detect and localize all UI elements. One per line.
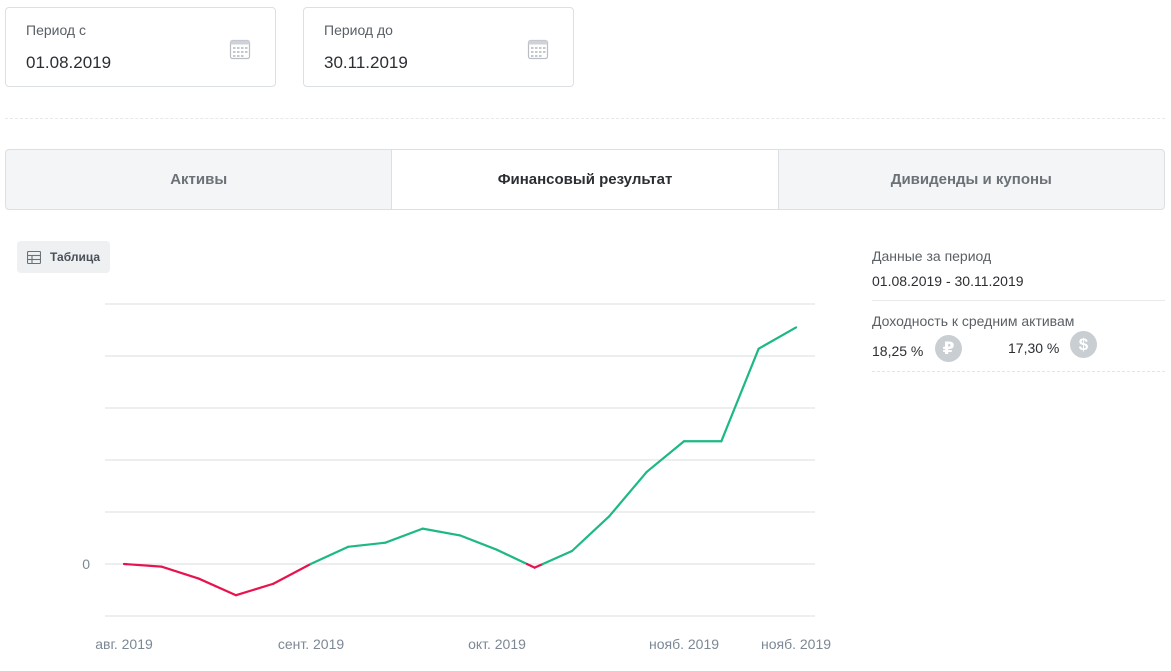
financial-result-chart: 0 авг. 2019 сент. 2019 окт. 2019 нояб. 2019 н… [0,290,840,671]
summary-bottom-divider [872,371,1165,372]
period-from-value[interactable]: 01.08.2019 [26,53,112,72]
series-line-segment [496,548,529,566]
series-line-segment [757,326,798,350]
series-line-segment [533,562,544,569]
period-to-label: Период до [324,22,393,38]
period-to-value[interactable]: 30.11.2019 [324,53,408,72]
tab-assets[interactable]: Активы [170,171,228,188]
series-line-segment [122,562,163,568]
x-tick-label: сент. 2019 [278,636,345,652]
table-view-label: Таблица [50,250,101,264]
series-line-segment [541,549,574,566]
yield-title: Доходность к средним активам [872,313,1075,329]
x-tick-label: окт. 2019 [468,636,526,652]
yield-row: 18,25 % ₽ 17,30 % $ [872,331,1165,365]
ruble-icon[interactable]: ₽ [935,335,962,362]
series-line-segment [645,440,686,474]
series-line-segment [608,470,648,518]
table-icon [27,250,41,264]
series-line-segment [458,534,499,552]
period-to-field[interactable]: Период до 30.11.2019 [303,7,574,87]
yield-usd-value: 17,30 % [1008,340,1060,356]
series-line-segment [309,545,350,566]
x-tick-label: авг. 2019 [95,636,153,652]
yield-rub-value: 18,25 % [872,343,924,359]
summary-divider [872,300,1165,301]
chart-canvas: 0 авг. 2019 сент. 2019 окт. 2019 нояб. 2019 н… [82,303,831,652]
series-line-segment [421,527,462,537]
x-tick-label: нояб. 2019 [649,636,719,652]
table-view-button[interactable]: Таблица [17,241,110,273]
calendar-icon[interactable] [229,38,251,60]
period-from-field[interactable]: Период с 01.08.2019 [5,7,276,87]
x-tick-label: нояб. 2019 [761,636,831,652]
series-line-segment [720,347,760,443]
calendar-icon[interactable] [527,38,549,60]
series-line-segment [384,527,424,544]
summary-panel: Данные за период 01.08.2019 - 30.11.2019… [872,248,1165,372]
series-line-segment [570,515,611,553]
y-tick-label: 0 [82,556,90,572]
period-range: 01.08.2019 - 30.11.2019 [872,273,1024,289]
series-line-segment [346,541,387,548]
tab-financial-result[interactable]: Финансовый результат [391,150,778,209]
series-line-segment [525,562,536,569]
period-from-label: Период с [26,22,86,38]
series-line-segment [160,565,200,580]
series-line-segment [234,582,275,597]
tab-bar: Активы Финансовый результат Дивиденды и … [5,149,1165,210]
dollar-icon[interactable]: $ [1070,331,1097,358]
series-line-segment [272,562,312,585]
section-divider [5,118,1165,119]
series-line-segment [197,577,238,597]
tab-dividends-coupons[interactable]: Дивиденды и купоны [777,150,1164,209]
period-title: Данные за период [872,248,992,264]
